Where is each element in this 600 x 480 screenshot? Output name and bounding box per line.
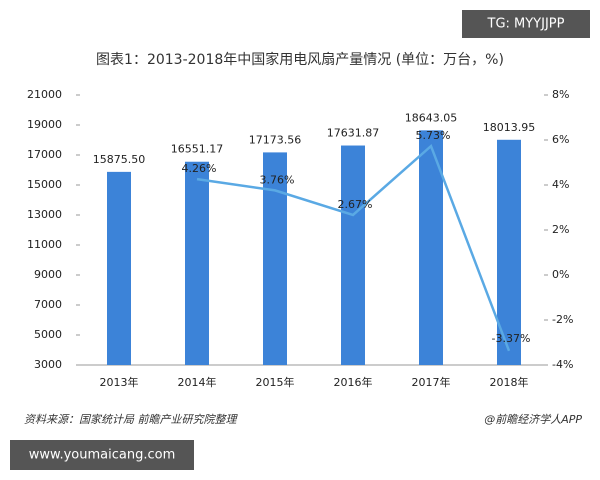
bar-value-label: 17173.56 <box>249 133 302 146</box>
y2-tick-label: 0% <box>552 268 569 281</box>
bar-value-label: 18643.05 <box>405 111 458 124</box>
bar-value-label: 17631.87 <box>327 127 380 140</box>
y-tick-label: 3000 <box>34 358 62 371</box>
x-tick-label: 2013年 <box>100 375 139 389</box>
bar-value-label: 15875.50 <box>93 153 146 166</box>
y2-tick-label: 2% <box>552 223 569 236</box>
line-value-label: 5.73% <box>416 129 451 142</box>
y-tick-label: 17000 <box>27 148 62 161</box>
line-value-label: -3.37% <box>492 332 531 345</box>
credit: @前瞻经济学人APP <box>484 413 582 426</box>
y-tick-label: 15000 <box>27 178 62 191</box>
bar <box>107 171 131 365</box>
x-tick-label: 2018年 <box>490 375 529 389</box>
y-tick-label: 13000 <box>27 208 62 221</box>
y-tick-label: 5000 <box>34 328 62 341</box>
y2-tick-label: 6% <box>552 133 569 146</box>
tag-box <box>462 10 590 38</box>
y2-tick-label: 8% <box>552 88 569 101</box>
chart-title: 图表1：2013-2018年中国家用电风扇产量情况 (单位：万台，%) <box>96 51 504 68</box>
y2-tick-label: -2% <box>552 313 573 326</box>
line-value-label: 2.67% <box>338 198 373 211</box>
line <box>196 143 511 352</box>
y-tick-label: 7000 <box>34 298 62 311</box>
bar-value-label: 18013.95 <box>483 121 536 134</box>
line-value-label: 3.76% <box>260 173 295 186</box>
x-tick-label: 2014年 <box>178 375 217 389</box>
bar <box>341 145 365 365</box>
x-tick-label: 2017年 <box>412 375 451 389</box>
y-tick-label: 19000 <box>27 118 62 131</box>
line-value-label: 4.26% <box>182 162 217 175</box>
y-tick-label: 9000 <box>34 268 62 281</box>
bar-value-label: 16551.17 <box>171 143 224 156</box>
y2-tick-label: -4% <box>552 358 573 371</box>
source-note: 资料来源：国家统计局 前瞻产业研究院整理 <box>24 413 238 426</box>
tag-box <box>10 440 194 470</box>
x-tick-label: 2016年 <box>334 375 373 389</box>
y-tick-label: 11000 <box>27 238 62 251</box>
bottom-tag: www.youmaicang.com <box>29 448 175 463</box>
bar <box>185 161 209 365</box>
y2-tick-label: 4% <box>552 178 569 191</box>
x-tick-label: 2015年 <box>256 375 295 389</box>
y-tick-label: 21000 <box>27 88 62 101</box>
top-tag: TG: MYYJJPP <box>487 17 565 32</box>
bar <box>263 152 287 365</box>
